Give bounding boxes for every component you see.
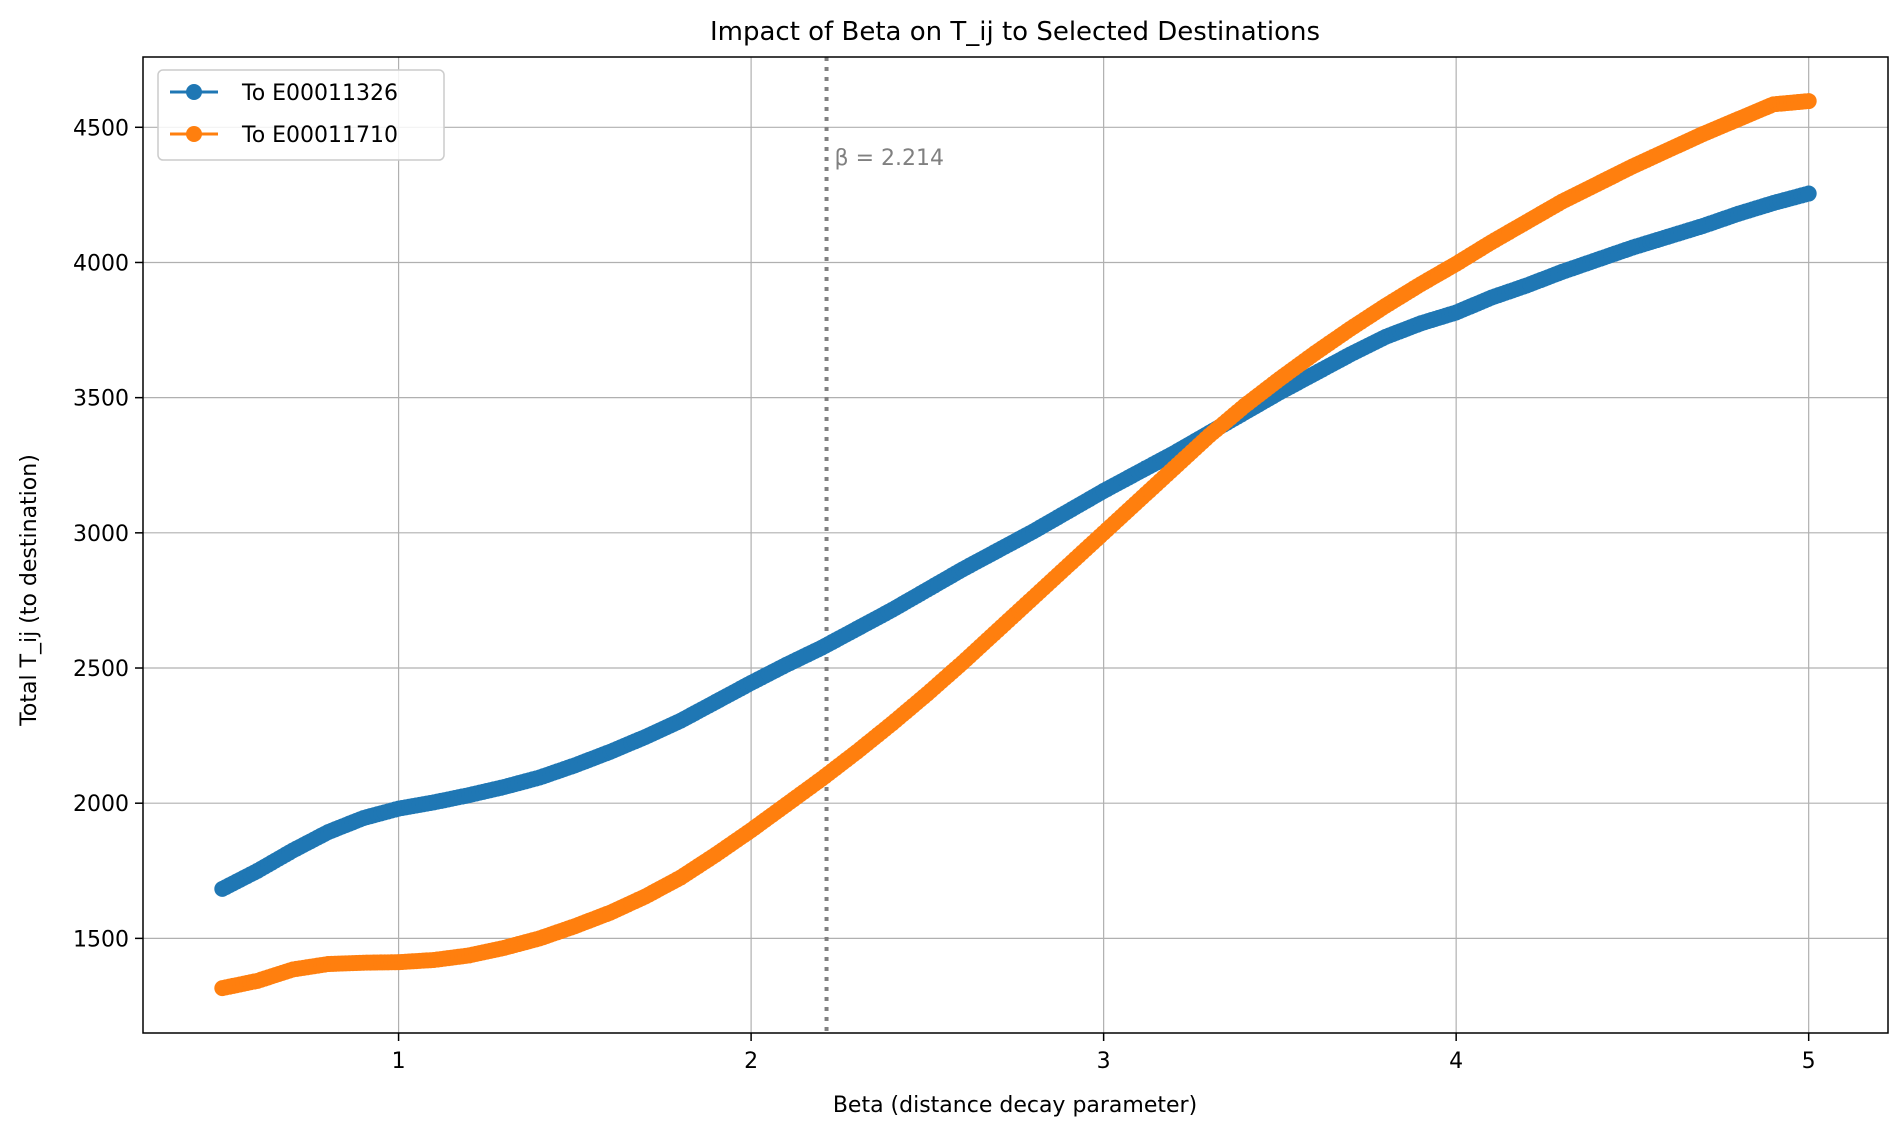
tick-layer: 1 2 3 4 5 1500 2000 2500 3000 3500 4000 4500 — [73, 116, 1816, 1074]
legend-box — [157, 69, 445, 161]
y-tick-label: 1500 — [73, 927, 129, 952]
legend-label-series-2: To E00011710 — [241, 123, 398, 148]
y-tick-label: 3000 — [73, 522, 129, 547]
x-tick-label: 4 — [1449, 1049, 1463, 1074]
series-marker — [1800, 185, 1817, 202]
legend-marker-series-1 — [186, 84, 202, 100]
x-axis-label: Beta (distance decay parameter) — [833, 1093, 1197, 1118]
x-tick-label: 2 — [744, 1049, 758, 1074]
series-marker — [1800, 93, 1817, 110]
x-tick-label: 3 — [1097, 1049, 1111, 1074]
series-1 — [214, 185, 1817, 897]
series-layer — [214, 93, 1817, 997]
legend: To E00011326 To E00011710 — [157, 69, 445, 161]
y-tick-label: 2500 — [73, 657, 129, 682]
x-tick-label: 5 — [1802, 1049, 1816, 1074]
y-tick-label: 4500 — [73, 116, 129, 141]
legend-label-series-1: To E00011326 — [241, 81, 398, 106]
x-tick-label: 1 — [392, 1049, 406, 1074]
legend-marker-series-2 — [186, 126, 202, 142]
y-tick-label: 4000 — [73, 251, 129, 276]
chart-title: Impact of Beta on T_ij to Selected Desti… — [710, 17, 1320, 47]
y-tick-label: 2000 — [73, 792, 129, 817]
beta-reference-label: β = 2.214 — [835, 146, 944, 171]
axes-frame — [142, 56, 1889, 1034]
y-axis-label: Total T_ij (to destination) — [17, 454, 42, 727]
series-2 — [214, 93, 1817, 997]
y-tick-label: 3500 — [73, 387, 129, 412]
annotation-layer: β = 2.214 — [824, 57, 944, 1033]
